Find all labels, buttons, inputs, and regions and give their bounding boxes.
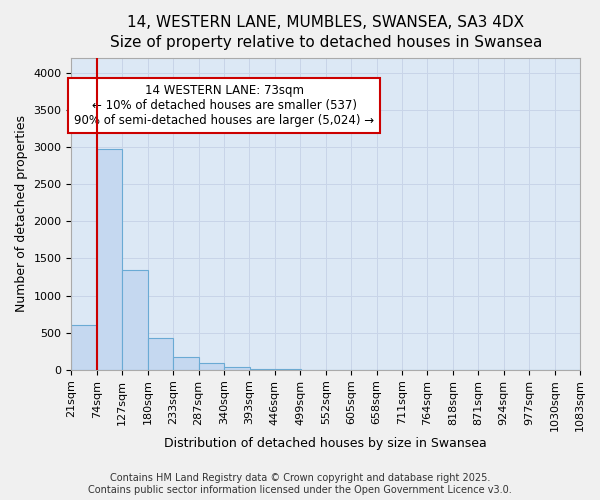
Bar: [173, 357, 199, 370]
Bar: [97, 148, 122, 370]
Bar: [250, 369, 275, 370]
Bar: [199, 363, 224, 370]
Bar: [71, 326, 97, 370]
Text: 14 WESTERN LANE: 73sqm
← 10% of detached houses are smaller (537)
90% of semi-de: 14 WESTERN LANE: 73sqm ← 10% of detached…: [74, 84, 374, 127]
Y-axis label: Number of detached properties: Number of detached properties: [15, 116, 28, 312]
Bar: [148, 338, 173, 370]
Text: Contains HM Land Registry data © Crown copyright and database right 2025.
Contai: Contains HM Land Registry data © Crown c…: [88, 474, 512, 495]
Title: 14, WESTERN LANE, MUMBLES, SWANSEA, SA3 4DX
Size of property relative to detache: 14, WESTERN LANE, MUMBLES, SWANSEA, SA3 …: [110, 15, 542, 50]
Bar: [224, 367, 250, 370]
Bar: [122, 270, 148, 370]
X-axis label: Distribution of detached houses by size in Swansea: Distribution of detached houses by size …: [164, 437, 487, 450]
